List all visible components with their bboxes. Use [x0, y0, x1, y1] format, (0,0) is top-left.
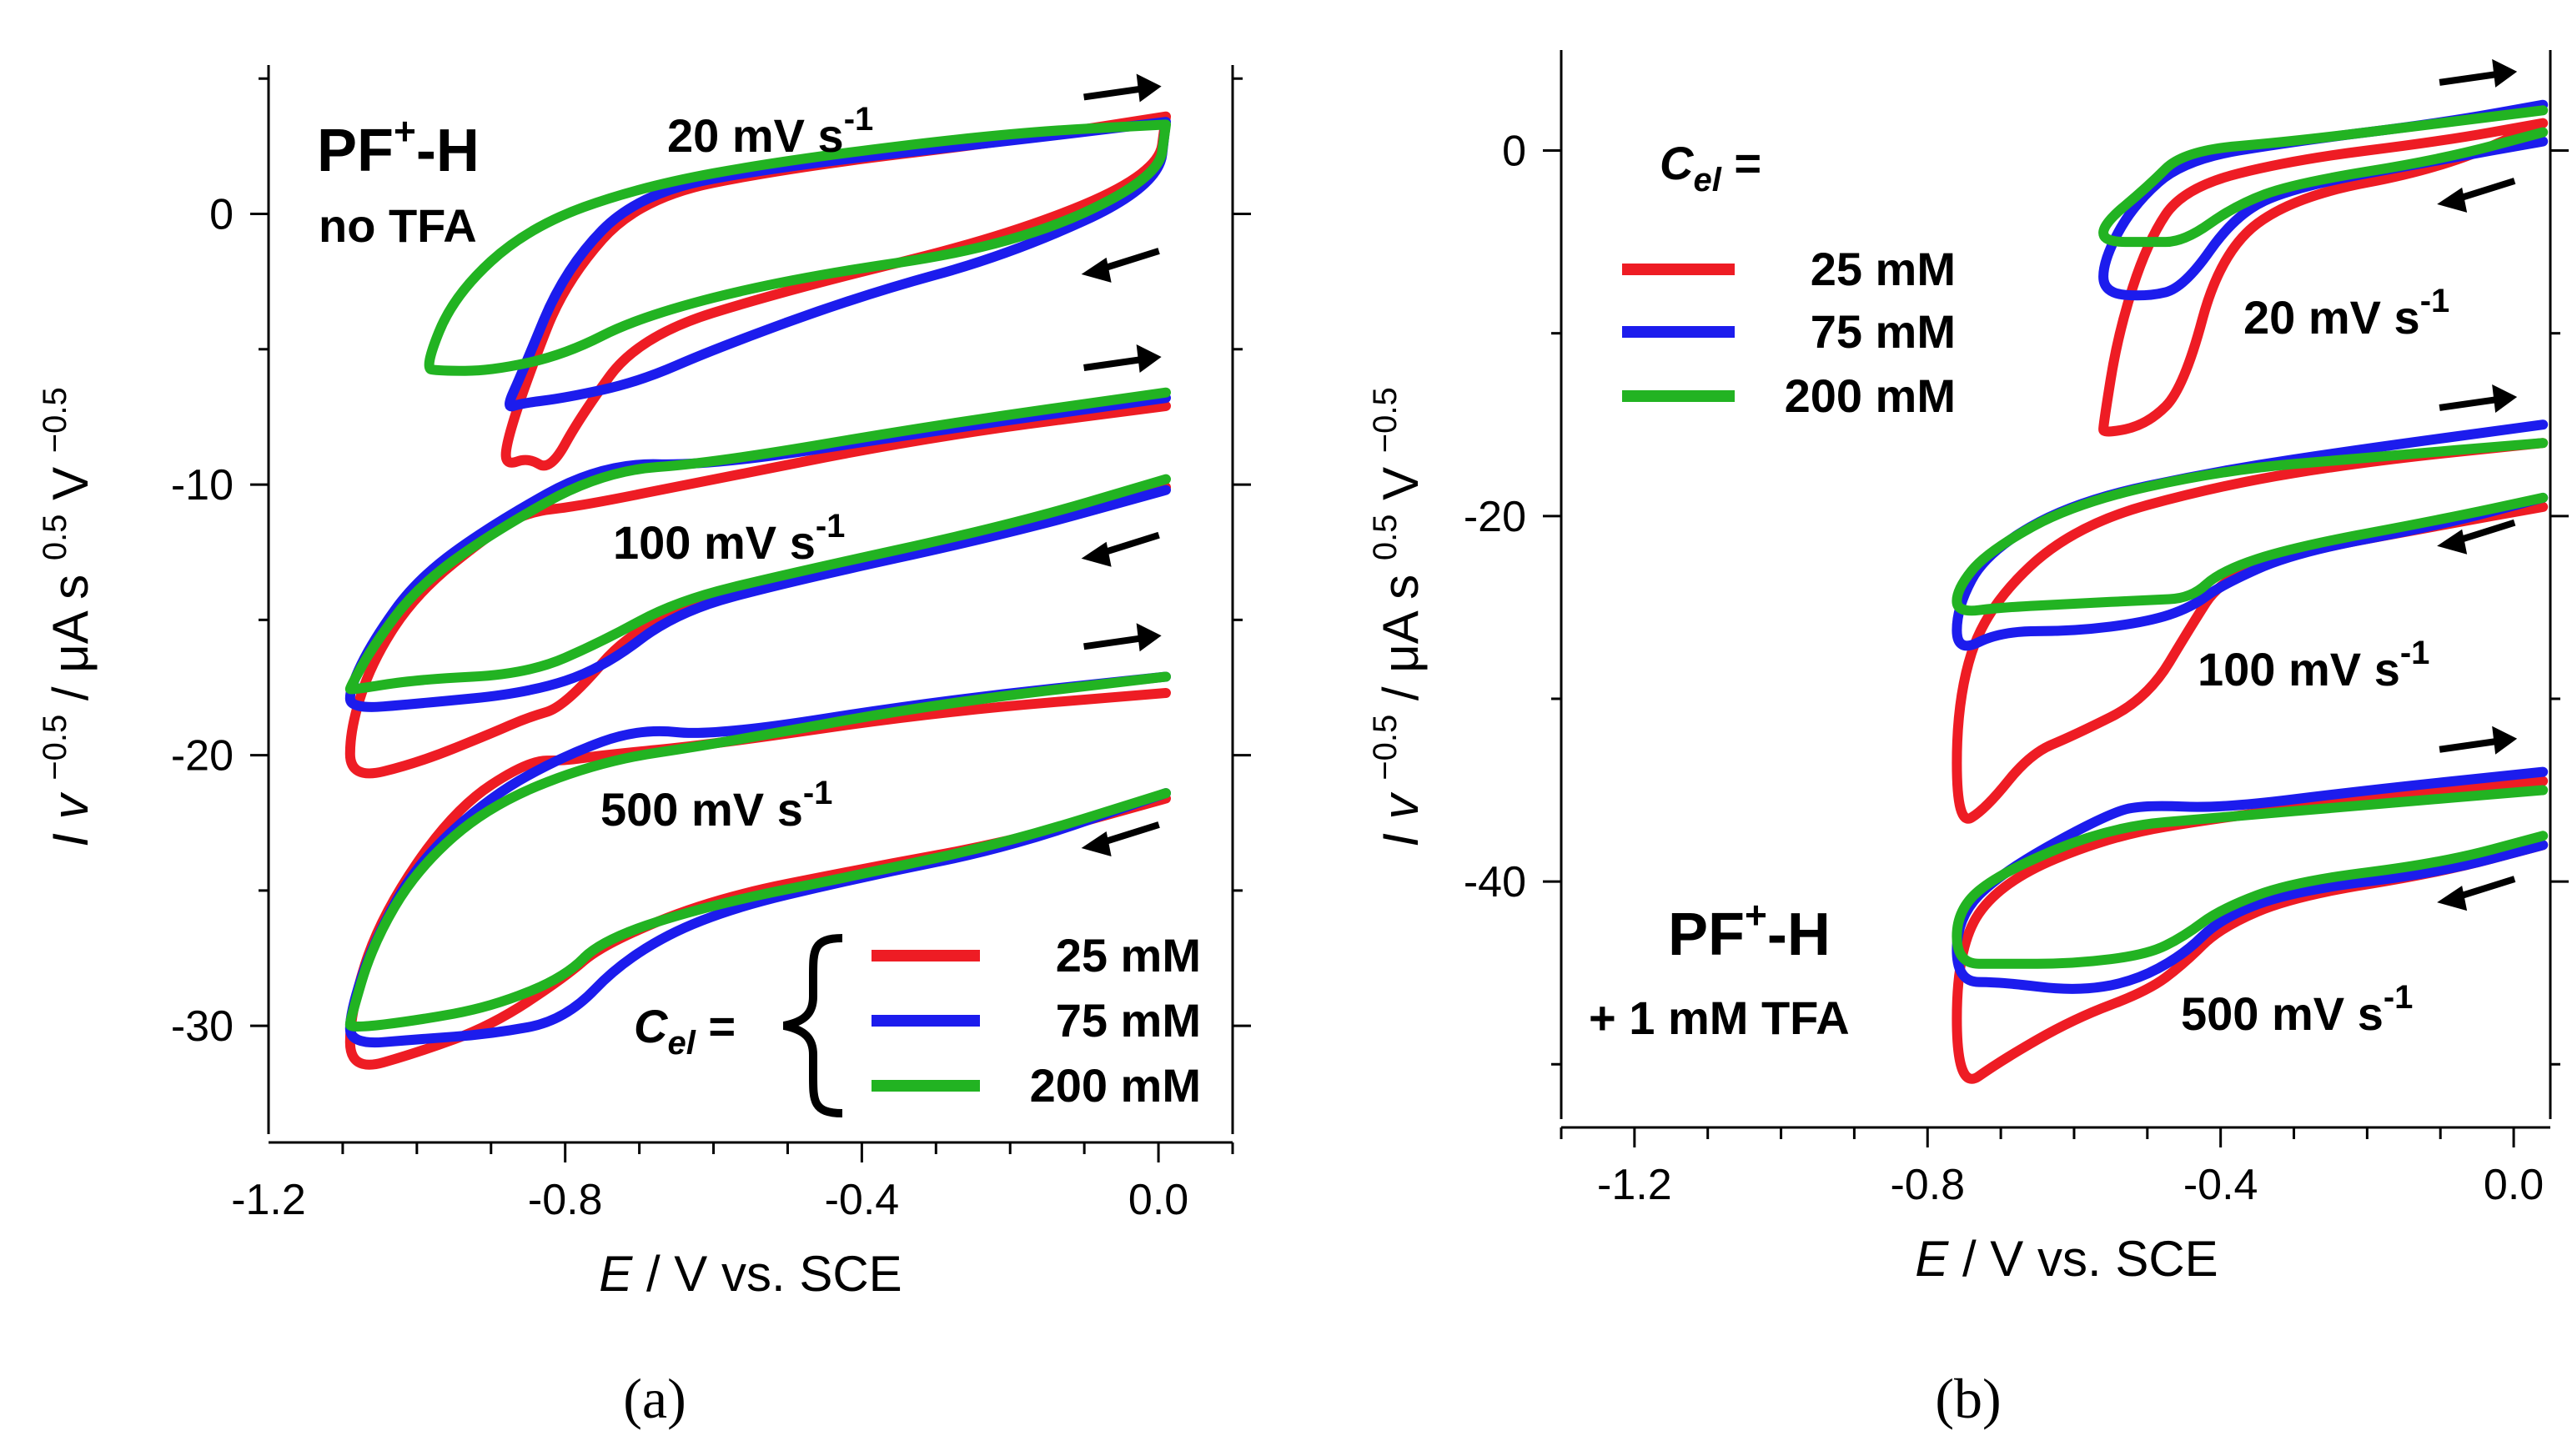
panel-a-y-tick-label: -10 [171, 461, 234, 510]
panel-b-y-axis-label: I v −0.5 / μA s 0.5 V −0.5 [1351, 387, 1429, 847]
panel-b-scan-direction-arrow [2439, 384, 2518, 413]
panel-b: 0 -20 -40 -1.2 -0.8 -0.4 0.0 I v −0.5 / μA s 0… [1351, 50, 2569, 1430]
legend-label-200: 200 mM [1785, 369, 1956, 422]
panel-a-curves [344, 111, 1171, 1070]
panel-b-rate-label-500: 500 mV s-1 [2181, 979, 2413, 1040]
panel-b-scan-direction-arrow [2437, 519, 2516, 555]
panel-a-x-tick-label: -1.2 [231, 1176, 306, 1224]
legend-label-200: 200 mM [1030, 1059, 1201, 1112]
panel-a-x-axis-label: E / V vs. SCE [599, 1246, 902, 1302]
panel-a-scan-direction-arrow [1081, 531, 1160, 567]
panel-a-rate-label-20: 20 mV s-1 [667, 101, 873, 162]
panel-a-y-tick-label: -20 [171, 732, 234, 781]
panel-b-scan-direction-arrow [2437, 178, 2516, 213]
panel-a-x-tick-label: -0.4 [825, 1176, 900, 1224]
panel-b-y-tick-label: 0 [1502, 128, 1526, 176]
panel-a: 0 -10 -20 -30 -1.2 -0.8 -0.4 0.0 I v −0.5 / μA … [21, 65, 1251, 1430]
panel-a-series-line [344, 387, 1171, 695]
panel-a-rate-label-100: 100 mV s-1 [613, 508, 845, 569]
panel-a-legend: Cel = 25 mM 75 mM 200 mM [634, 929, 1201, 1117]
legend-prefix: Cel = [1660, 137, 1761, 198]
panel-b-title: PF+-H [1668, 893, 1831, 968]
panel-a-x-tick-label: 0.0 [1128, 1176, 1188, 1224]
panel-b-x-tick-label: 0.0 [2484, 1161, 2544, 1209]
panel-b-rate-label-20: 20 mV s-1 [2243, 283, 2449, 344]
panel-a-scan-direction-arrow [1083, 344, 1162, 374]
panel-a-subtitle: no TFA [319, 199, 477, 252]
panel-a-scan-direction-arrow [1081, 248, 1160, 283]
panel-b-series-line [1952, 785, 2549, 969]
panel-a-y-tick-label: 0 [209, 191, 234, 239]
panel-b-y-tick-label: -20 [1464, 493, 1526, 541]
panel-b-scan-direction-arrow [2439, 725, 2518, 755]
panel-a-series-line [424, 119, 1171, 376]
panel-a-series-line [344, 671, 1171, 1032]
legend-label-75: 75 mM [1811, 305, 1956, 358]
panel-b-axes: 0 -20 -40 -1.2 -0.8 -0.4 0.0 [1464, 50, 2569, 1209]
panel-a-title: PF+-H [317, 109, 480, 184]
panel-b-series-line [1952, 766, 2549, 994]
panel-b-x-tick-label: -1.2 [1597, 1161, 1672, 1209]
legend-label-75: 75 mM [1056, 994, 1201, 1047]
panel-a-series-line [505, 117, 1171, 412]
legend-label-25: 25 mM [1811, 243, 1956, 295]
panel-b-legend: Cel = 25 mM 75 mM 200 mM [1622, 137, 1956, 422]
panel-a-rate-label-500: 500 mV s-1 [600, 775, 832, 836]
panel-a-label: (a) [623, 1367, 686, 1430]
legend-prefix: Cel = [634, 1000, 736, 1062]
panel-b-scan-direction-arrow [2437, 876, 2516, 911]
panel-b-arrows [2437, 58, 2518, 911]
panel-b-rate-label-100: 100 mV s-1 [2198, 635, 2429, 695]
panel-a-scan-direction-arrow [1083, 623, 1162, 652]
panel-a-y-axis-label: I v −0.5 / μA s 0.5 V −0.5 [21, 387, 98, 847]
panel-a-scan-direction-arrow [1083, 73, 1162, 103]
panel-a-arrows [1081, 73, 1162, 856]
panel-b-y-tick-label: -40 [1464, 858, 1526, 906]
panel-a-y-tick-label: -30 [171, 1002, 234, 1051]
panel-a-scan-direction-arrow [1081, 821, 1160, 856]
panel-a-axes: 0 -10 -20 -30 -1.2 -0.8 -0.4 0.0 [171, 65, 1251, 1224]
panel-b-subtitle: + 1 mM TFA [1589, 992, 1850, 1044]
panel-b-x-tick-label: -0.4 [2183, 1161, 2258, 1209]
panel-a-x-tick-label: -0.8 [528, 1176, 603, 1224]
panel-b-series-line [2098, 105, 2549, 248]
legend-brace [782, 934, 843, 1117]
panel-b-label: (b) [1935, 1367, 2001, 1430]
panel-b-series-line [1952, 438, 2549, 616]
panel-b-series-line [2098, 118, 2549, 437]
legend-label-25: 25 mM [1056, 929, 1201, 982]
panel-b-x-axis-label: E / V vs. SCE [1915, 1231, 2218, 1287]
panel-b-curves [1952, 99, 2549, 1084]
panel-b-x-tick-label: -0.8 [1890, 1161, 1965, 1209]
panel-b-scan-direction-arrow [2439, 58, 2518, 88]
